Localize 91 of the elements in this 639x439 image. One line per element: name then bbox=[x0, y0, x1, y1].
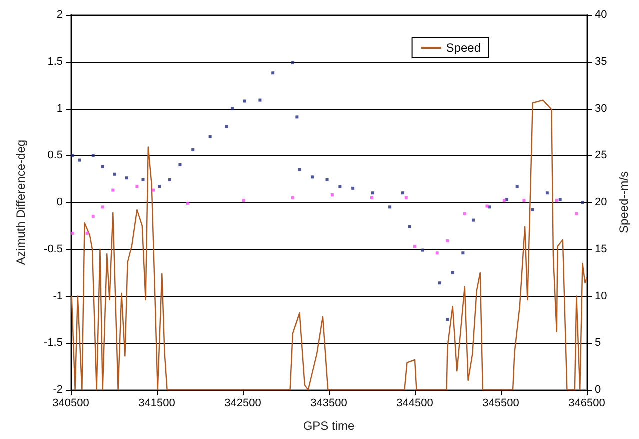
y2-tick-label: 0 bbox=[595, 384, 602, 396]
point bbox=[78, 158, 82, 162]
y-tick-label: 1.5 bbox=[48, 56, 63, 68]
point bbox=[243, 100, 246, 103]
y2-axis-title: Speed--m/s bbox=[617, 171, 632, 234]
point bbox=[575, 212, 578, 216]
y-tick-label: 1 bbox=[56, 102, 63, 115]
point bbox=[352, 186, 355, 190]
y-tick-label: 0 bbox=[56, 196, 63, 208]
point bbox=[92, 215, 95, 218]
point bbox=[401, 192, 404, 195]
point bbox=[531, 208, 534, 212]
point bbox=[451, 271, 454, 274]
point bbox=[311, 176, 314, 179]
point bbox=[326, 178, 329, 182]
point bbox=[522, 199, 526, 202]
legend-label: Speed bbox=[446, 41, 482, 55]
y-tick-label: -2 bbox=[53, 384, 63, 396]
point bbox=[136, 185, 139, 188]
y-axis-title: Azimuth Difference-deg bbox=[14, 140, 28, 266]
point bbox=[436, 252, 439, 255]
point bbox=[463, 212, 466, 216]
point bbox=[178, 164, 182, 166]
point bbox=[158, 185, 162, 188]
point bbox=[291, 196, 294, 200]
point bbox=[371, 192, 374, 195]
point bbox=[414, 245, 416, 248]
x-tick-label: 346500 bbox=[568, 398, 606, 410]
point bbox=[142, 178, 145, 182]
y-tick-label: 0.5 bbox=[48, 150, 63, 162]
point bbox=[408, 225, 412, 228]
point bbox=[581, 201, 584, 204]
point bbox=[168, 178, 172, 182]
point bbox=[502, 199, 506, 202]
point bbox=[113, 172, 116, 176]
point bbox=[296, 116, 299, 119]
point bbox=[71, 232, 74, 235]
point bbox=[370, 196, 374, 200]
point bbox=[438, 282, 442, 285]
point bbox=[242, 199, 246, 202]
y-tick-label: -1.5 bbox=[44, 337, 63, 350]
point bbox=[330, 194, 334, 196]
point bbox=[462, 252, 465, 255]
y-tick-label: -1 bbox=[53, 290, 63, 302]
y2-tick-label: 40 bbox=[595, 9, 608, 21]
point bbox=[421, 248, 424, 252]
point bbox=[86, 232, 89, 235]
point bbox=[208, 135, 212, 138]
x-tick-label: 342500 bbox=[224, 398, 262, 410]
y2-tick-label: 10 bbox=[595, 290, 608, 302]
y2-tick-label: 15 bbox=[595, 243, 608, 256]
x-tick-label: 344500 bbox=[396, 398, 434, 410]
point bbox=[338, 185, 342, 188]
point bbox=[192, 148, 195, 152]
x-tick-label: 340500 bbox=[52, 398, 90, 410]
point bbox=[125, 176, 128, 180]
point bbox=[225, 125, 228, 128]
point bbox=[404, 196, 408, 200]
x-tick-label: 345500 bbox=[482, 398, 520, 410]
point bbox=[558, 198, 562, 202]
point bbox=[388, 206, 392, 209]
point bbox=[71, 154, 74, 158]
point bbox=[186, 202, 190, 205]
y2-tick-label: 5 bbox=[595, 337, 602, 350]
point bbox=[291, 61, 294, 64]
point bbox=[446, 239, 450, 242]
point bbox=[488, 206, 492, 209]
point bbox=[446, 318, 450, 322]
point bbox=[92, 154, 95, 158]
y2-tick-label: 35 bbox=[595, 56, 608, 68]
y-tick-label: 2 bbox=[56, 9, 63, 21]
point bbox=[298, 168, 302, 172]
y2-tick-label: 25 bbox=[595, 150, 608, 162]
x-axis-title: GPS time bbox=[303, 419, 355, 433]
point bbox=[112, 188, 115, 192]
point bbox=[486, 204, 489, 208]
point bbox=[258, 98, 262, 102]
y-tick-label: -0.5 bbox=[44, 243, 63, 256]
point bbox=[555, 199, 558, 202]
y2-tick-label: 20 bbox=[595, 196, 608, 208]
point bbox=[546, 192, 549, 195]
point bbox=[101, 206, 104, 209]
x-tick-label: 341500 bbox=[138, 398, 176, 410]
point bbox=[472, 218, 475, 222]
point bbox=[272, 72, 275, 75]
point bbox=[231, 107, 234, 110]
y2-tick-label: 30 bbox=[595, 102, 608, 115]
point bbox=[152, 188, 156, 192]
point bbox=[516, 185, 519, 188]
x-tick-label: 343500 bbox=[310, 398, 348, 410]
point bbox=[101, 165, 104, 168]
